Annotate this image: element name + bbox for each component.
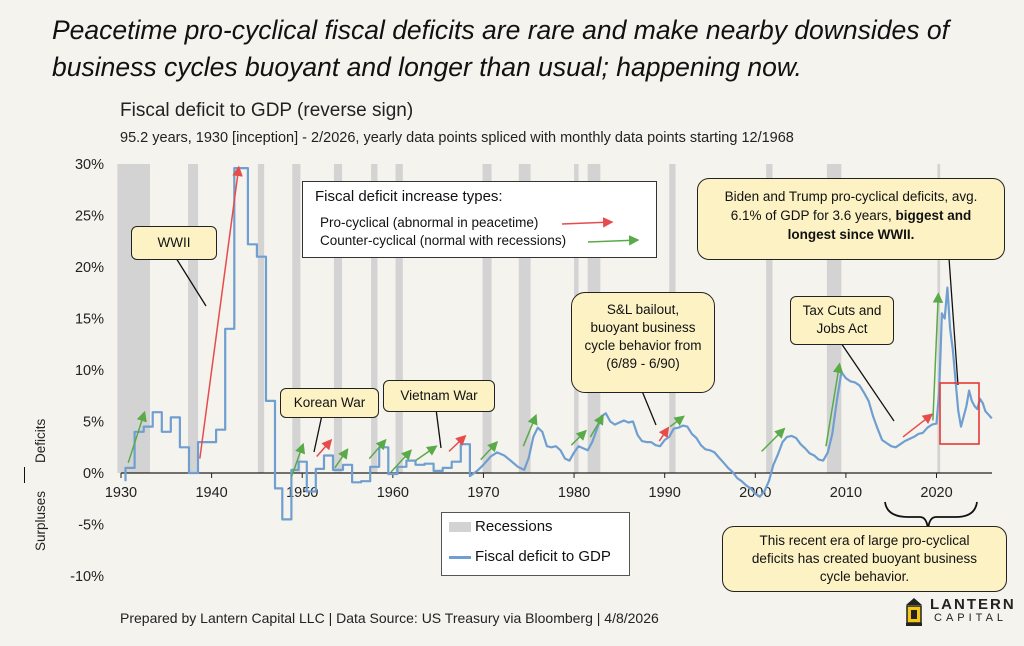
- callout-tax-cuts: Tax Cuts and Jobs Act: [790, 296, 894, 345]
- lantern-capital-logo: LANTERN CAPITAL: [900, 596, 1014, 630]
- chart-title: Fiscal deficit to GDP (reverse sign): [120, 100, 414, 121]
- sl-line-1: S&L bailout,: [606, 302, 680, 317]
- logo-word-lantern: LANTERN: [930, 596, 1016, 613]
- sl-line-4: (6/89 - 6/90): [606, 356, 680, 371]
- counter-arrow-16: [825, 362, 844, 447]
- x-tick-label: 1930: [105, 485, 137, 501]
- counter-arrow-18: [932, 292, 944, 421]
- biden-line-3-bold: longest since WWII.: [787, 227, 915, 242]
- callout-biden-trump: Biden and Trump pro-cyclical deficits, a…: [697, 178, 1005, 260]
- counter-arrow-4: [334, 448, 349, 469]
- recession-band-6: [395, 164, 403, 473]
- recession-band-5: [371, 164, 378, 473]
- y-side-divider: [24, 467, 25, 483]
- biden-line-2-bold: biggest and: [895, 208, 972, 223]
- recession-band-12: [766, 164, 773, 473]
- legend-recession-label: Recessions: [475, 518, 553, 535]
- y-tick-label: 30%: [75, 157, 104, 173]
- counter-arrow-11: [570, 429, 587, 446]
- y-tick-label: -5%: [78, 518, 104, 534]
- x-tick-label: 1950: [286, 485, 318, 501]
- legend-increase-types: Fiscal deficit increase types: Pro-cycli…: [302, 181, 657, 258]
- counter-arrow-0: [127, 410, 147, 463]
- sl-connector: [641, 390, 657, 426]
- recent-line-1: This recent era of large pro-cyclical: [759, 533, 970, 548]
- recession-band-7: [482, 164, 492, 473]
- logo-word-capital: CAPITAL: [934, 612, 1008, 624]
- korean-connector: [313, 414, 323, 453]
- x-tick-label: 1940: [195, 485, 227, 501]
- biden-connector: [948, 257, 959, 386]
- y-tick-label: 5%: [83, 415, 104, 431]
- callout-sl-bailout: S&L bailout, buoyant business cycle beha…: [571, 292, 715, 393]
- arrows-layer: [127, 165, 944, 478]
- y-tick-label: 15%: [75, 312, 104, 328]
- legend-recession-swatch: [449, 522, 471, 532]
- callout-korean-war: Korean War: [280, 388, 379, 418]
- recession-band-1: [188, 164, 199, 473]
- recent-line-2: deficits has created buoyant business: [751, 551, 978, 566]
- headline: Peacetime pro-cyclical fiscal deficits a…: [52, 15, 949, 82]
- y-tick-label: 20%: [75, 260, 104, 276]
- vietnam-connector: [435, 408, 442, 449]
- recent-line-3: cycle behavior.: [819, 569, 910, 584]
- legend-pro-label: Pro-cyclical (abnormal in peacetime): [320, 215, 539, 230]
- x-tick-label: 1960: [377, 485, 409, 501]
- legend-counter-arrow: [587, 235, 640, 246]
- biden-line-2-plain: 6.1% of GDP for 3.6 years,: [730, 208, 896, 223]
- legend-line-swatch: [449, 556, 471, 559]
- x-tick-label: 1990: [649, 485, 681, 501]
- pro-arrow-13: [658, 426, 670, 442]
- recession-band-2: [257, 164, 265, 473]
- biden-line-1: Biden and Trump pro-cyclical deficits, a…: [724, 189, 978, 204]
- recession-band-14: [937, 164, 941, 473]
- counter-arrow-2: [290, 442, 306, 478]
- sl-line-3: cycle behavior from: [584, 338, 702, 353]
- lantern-icon: [906, 598, 922, 626]
- tcja-connector: [840, 342, 895, 422]
- y-tick-label: -10%: [70, 569, 104, 585]
- recession-band-3: [292, 164, 301, 473]
- counter-arrow-9: [480, 441, 499, 461]
- x-tick-label: 2020: [920, 485, 952, 501]
- recession-band-8: [518, 164, 531, 473]
- series-layer: [124, 167, 993, 521]
- counter-arrow-10: [522, 413, 538, 447]
- counter-arrow-15: [761, 427, 786, 452]
- x-tick-label: 1980: [558, 485, 590, 501]
- callout-recent-era: This recent era of large pro-cyclical de…: [722, 526, 1007, 592]
- recent-era-highlight: [939, 382, 980, 445]
- legend-counter-label: Counter-cyclical (normal with recessions…: [320, 233, 567, 248]
- pro-arrow-8: [448, 434, 467, 452]
- series-line-0: [124, 167, 993, 521]
- tcja-line-2: Jobs Act: [816, 321, 868, 336]
- recession-band-4: [333, 164, 343, 473]
- legend-types-title: Fiscal deficit increase types:: [315, 188, 503, 205]
- axes: 30% 25% 20% 15% 10% 5% 0% -5% -10% 1930 1940 1950 19…: [70, 157, 992, 585]
- callout-connectors: [175, 257, 959, 453]
- legend-line-label: Fiscal deficit to GDP: [475, 548, 611, 565]
- legend-pro-arrow: [561, 217, 614, 228]
- legend-series: Recessions Fiscal deficit to GDP: [441, 512, 630, 576]
- counter-arrow-7: [415, 445, 438, 462]
- x-tick-label: 1970: [467, 485, 499, 501]
- tcja-line-1: Tax Cuts and: [802, 303, 882, 318]
- chart-subtitle: 95.2 years, 1930 [inception] - 2/2026, y…: [120, 130, 794, 146]
- y-tick-label: 10%: [75, 363, 104, 379]
- y-tick-label: 0%: [83, 466, 104, 482]
- wwii-connector: [175, 257, 207, 307]
- counter-arrow-6: [390, 449, 412, 473]
- counter-arrow-12: [589, 414, 604, 438]
- pro-arrow-17: [902, 413, 934, 438]
- pro-arrow-1: [199, 165, 243, 459]
- counter-arrow-5: [368, 438, 387, 460]
- y-tick-label: 25%: [75, 209, 104, 225]
- x-tick-label: 2010: [830, 485, 862, 501]
- sl-line-2: buoyant business: [590, 320, 696, 335]
- pro-arrow-3: [316, 438, 333, 458]
- callout-wwii: WWII: [131, 226, 217, 260]
- counter-arrow-14: [669, 415, 685, 428]
- callout-vietnam-war: Vietnam War: [383, 380, 495, 412]
- footer-source: Prepared by Lantern Capital LLC | Data S…: [120, 610, 659, 626]
